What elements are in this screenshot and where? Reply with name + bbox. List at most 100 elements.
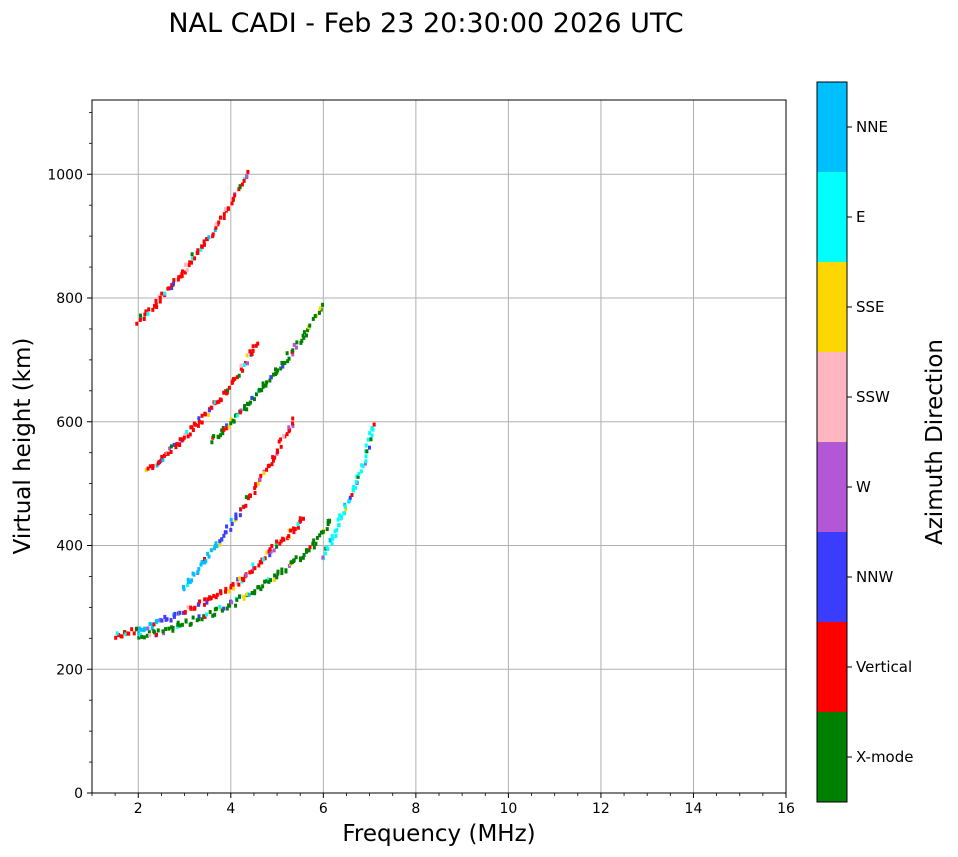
echo-point	[302, 552, 306, 557]
echo-point	[204, 612, 208, 617]
echo-point	[230, 201, 234, 206]
echo-point	[144, 309, 148, 314]
echo-point	[290, 560, 294, 565]
echo-point	[154, 298, 158, 303]
echo-point	[190, 252, 194, 257]
echo-point	[169, 618, 173, 623]
echo-point	[260, 560, 264, 565]
echo-point	[245, 407, 249, 412]
echo-point	[253, 591, 257, 596]
echo-point	[308, 545, 312, 550]
echo-point	[328, 538, 332, 543]
echo-point	[127, 631, 131, 636]
echo-point	[197, 614, 201, 619]
echo-point	[245, 173, 249, 178]
echo-point	[203, 597, 207, 602]
echo-point	[245, 361, 249, 366]
echo-point	[150, 626, 154, 631]
echo-point	[338, 513, 342, 518]
echo-point	[177, 442, 181, 447]
echo-point	[164, 627, 168, 632]
echo-point	[267, 579, 271, 584]
echo-point	[173, 611, 177, 616]
echo-point	[221, 431, 225, 436]
echo-point	[214, 222, 218, 227]
echo-point	[282, 433, 286, 438]
colorbar-tick-label: NNW	[856, 568, 893, 586]
echo-point	[148, 464, 152, 469]
echo-point	[244, 573, 248, 578]
echo-point	[257, 585, 261, 590]
echo-point	[261, 557, 265, 562]
echo-point	[220, 537, 224, 542]
echo-point	[267, 463, 271, 468]
echo-point	[206, 597, 210, 602]
echo-point	[285, 432, 289, 437]
echo-point	[282, 537, 286, 542]
echo-point	[285, 351, 289, 356]
echo-point	[185, 430, 189, 435]
echo-point	[302, 330, 306, 335]
echo-point	[225, 524, 229, 529]
echo-point	[261, 384, 265, 389]
echo-point	[293, 527, 297, 532]
echo-point	[245, 353, 249, 358]
echo-point	[287, 534, 291, 539]
echo-point	[251, 344, 255, 349]
echo-point	[245, 592, 249, 597]
echo-point	[197, 567, 201, 572]
echo-point	[287, 356, 291, 361]
echo-point	[330, 541, 334, 546]
echo-point	[326, 522, 330, 527]
echo-point	[180, 622, 184, 627]
echo-point	[311, 541, 315, 546]
echo-point	[237, 187, 241, 192]
echo-point	[321, 529, 325, 534]
echo-point	[227, 385, 231, 390]
colorbar-segment	[817, 532, 847, 622]
echo-point	[231, 196, 235, 201]
echo-point	[132, 631, 136, 636]
echo-point	[299, 340, 303, 345]
echo-point	[264, 383, 268, 388]
echo-point	[172, 442, 176, 447]
echo-point	[226, 388, 230, 393]
echo-point	[223, 207, 227, 212]
plot-frame	[92, 100, 786, 793]
echo-point	[220, 428, 224, 433]
echo-point	[366, 437, 370, 442]
echo-point	[336, 517, 340, 522]
echo-point	[189, 606, 193, 611]
echo-point	[202, 242, 206, 247]
echo-point	[186, 579, 190, 584]
echo-point	[156, 628, 160, 633]
echo-point	[275, 370, 279, 375]
echo-point	[321, 555, 325, 560]
echo-point	[304, 333, 308, 338]
echo-point	[240, 576, 244, 581]
y-tick-label: 0	[74, 786, 83, 802]
echo-point	[256, 341, 260, 346]
echo-point	[237, 373, 241, 378]
echo-point	[212, 434, 216, 439]
echo-point	[148, 621, 152, 626]
echo-point	[307, 548, 311, 553]
echo-point	[295, 340, 299, 345]
echo-point	[230, 521, 234, 526]
echo-point	[209, 548, 213, 553]
echo-point	[171, 625, 175, 630]
y-axis-label: Virtual height (km)	[10, 338, 36, 555]
echo-point	[276, 569, 280, 574]
echo-point	[242, 363, 246, 368]
echo-point	[222, 427, 226, 432]
echo-point	[252, 397, 256, 402]
echo-point	[302, 335, 306, 340]
echo-point	[223, 530, 227, 535]
echo-point	[233, 518, 237, 523]
echo-point	[138, 317, 142, 322]
echo-point	[246, 496, 250, 501]
echo-point	[291, 421, 295, 426]
echo-point	[365, 449, 369, 454]
echo-point	[202, 602, 206, 607]
echo-point	[213, 546, 217, 551]
